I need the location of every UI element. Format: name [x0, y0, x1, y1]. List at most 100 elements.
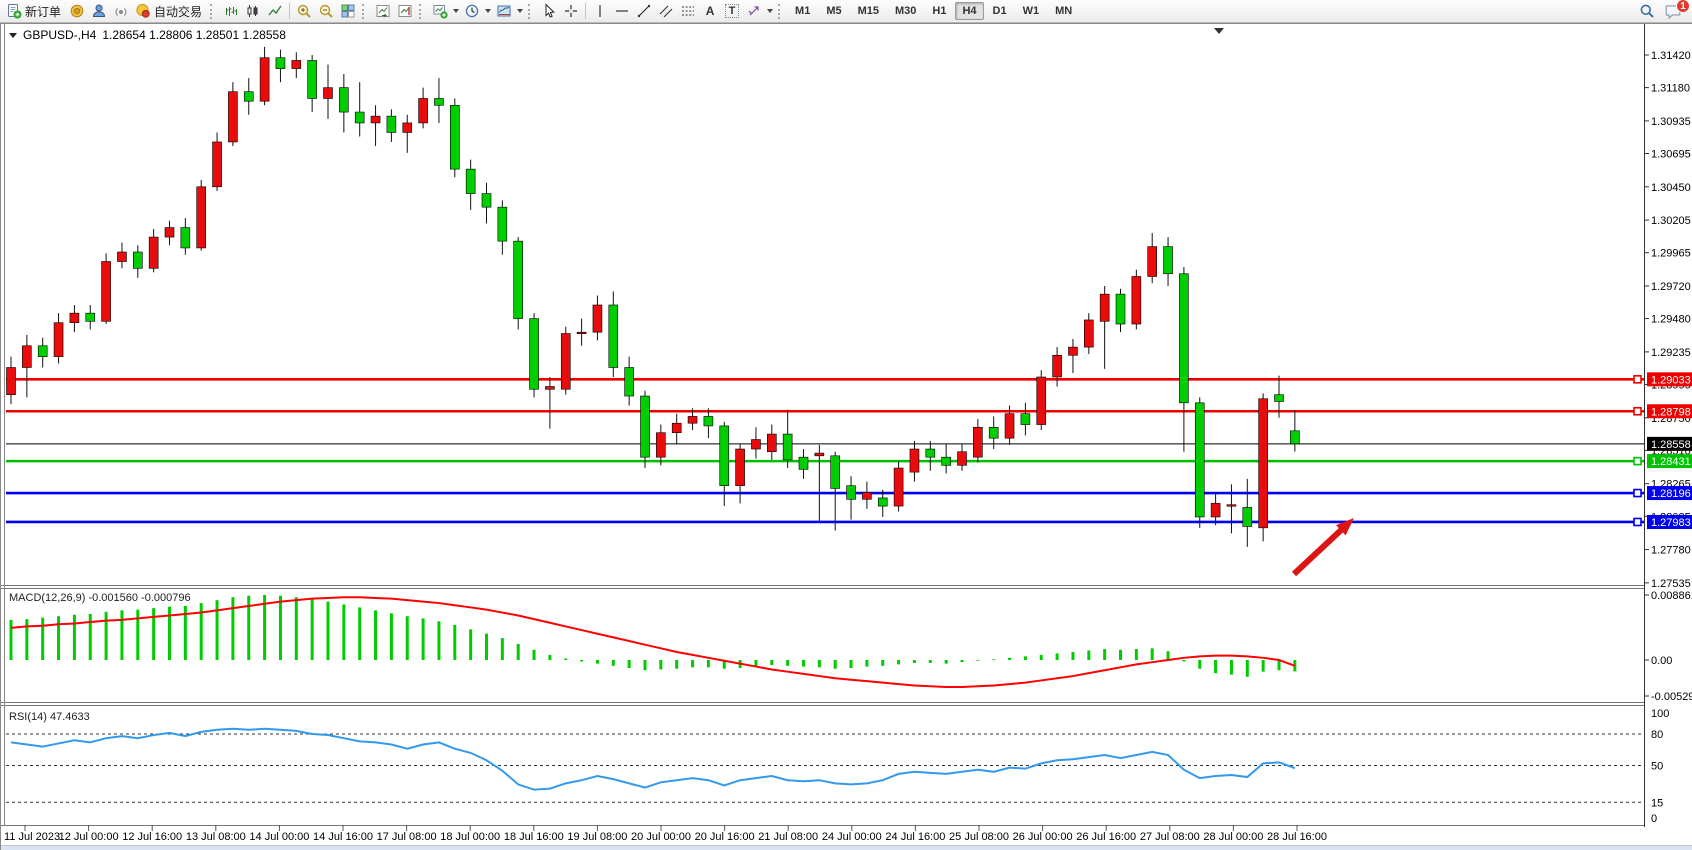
timeframe-m15-button[interactable]: M15 [857, 5, 879, 17]
level-price-label-bg [1647, 514, 1692, 529]
cursor-button[interactable] [538, 1, 560, 21]
price-chart-canvas[interactable]: 1.31420 1.31180 1.30935 1.30695 1.30450 1.302… [1, 24, 1692, 850]
text-tool-button[interactable]: A [699, 1, 721, 21]
timeframe-d1-button[interactable]: D1 [992, 5, 1007, 17]
timeframe-h1-button[interactable]: H1 [932, 5, 947, 17]
equidistant-channel-icon [659, 5, 673, 18]
candle-body [671, 422, 682, 434]
chart-profiles-button[interactable] [493, 1, 515, 21]
horizontal-line-button[interactable] [611, 1, 633, 21]
candle-body [37, 345, 48, 357]
candle-body [909, 448, 920, 473]
search-button[interactable] [1636, 1, 1658, 21]
new-chart-dropdown-arrow[interactable] [453, 9, 460, 13]
tile-windows-button[interactable] [337, 1, 359, 21]
notification-badge[interactable]: 1 [1676, 0, 1690, 13]
new-chart-button[interactable] [429, 1, 451, 21]
level-price-label-bg [1647, 436, 1692, 451]
text-tool-glyph: A [705, 4, 715, 18]
line-handle[interactable] [1633, 406, 1642, 416]
equidistant-channel-button[interactable] [655, 1, 677, 21]
toolbar-grip [528, 3, 535, 19]
candle-body [1210, 503, 1221, 518]
candle-body [703, 416, 714, 427]
vertical-line-button[interactable] [589, 1, 611, 21]
timeframe-m5-button[interactable]: M5 [826, 5, 842, 17]
period-clock-icon [465, 4, 479, 18]
timeframe-h4-button[interactable]: H4 [955, 2, 984, 20]
candle-body [1194, 402, 1205, 518]
candlestick-chart-button[interactable] [242, 1, 264, 21]
candle-body [1068, 346, 1078, 356]
candle-body [418, 98, 428, 124]
line-chart-button[interactable] [264, 1, 286, 21]
autotrading-button[interactable]: 自动交易 [132, 1, 207, 21]
timeframe-m1-button[interactable]: M1 [795, 5, 811, 17]
chart-end-button[interactable] [394, 1, 416, 21]
timeframe-m30-button[interactable]: M30 [895, 5, 917, 17]
toolbar-grip [210, 3, 217, 19]
arrow-annotation-head[interactable] [1336, 518, 1354, 536]
rsi-axis-label: 50 [1651, 761, 1663, 773]
toolbar-right-group: 1 [1636, 0, 1692, 21]
arrow-objects-dropdown-arrow[interactable] [767, 9, 774, 13]
candle-body [1179, 273, 1189, 404]
macd-signal-line [10, 596, 1296, 689]
candle-body [862, 492, 872, 500]
candle-body [1226, 504, 1237, 507]
line-handle[interactable] [1633, 517, 1642, 527]
time-label: 14 Jul 16:00 [313, 831, 373, 843]
crosshair-icon [565, 5, 578, 17]
zoom-in-button[interactable] [293, 1, 315, 21]
new-order-button[interactable]: 新订单 [3, 1, 66, 21]
candle-body [228, 91, 238, 143]
candle-body [782, 433, 793, 461]
time-label: 13 Jul 08:00 [186, 831, 246, 843]
bar-chart-button[interactable] [220, 1, 242, 21]
timeframe-w1-button[interactable]: W1 [1022, 5, 1040, 17]
timeframe-mn-button[interactable]: MN [1055, 5, 1073, 17]
line-handle[interactable] [1633, 488, 1642, 498]
line-handle[interactable] [1633, 456, 1642, 466]
trendline-icon [637, 4, 651, 18]
metaquotes-seal-button[interactable] [66, 1, 88, 21]
candle-body [1084, 319, 1094, 348]
fibonacci-button[interactable] [677, 1, 699, 21]
line-handle[interactable] [1633, 375, 1642, 384]
text-label-button[interactable]: T [721, 1, 743, 21]
time-label: 25 Jul 08:00 [949, 831, 1009, 843]
candle-body [69, 312, 80, 323]
candle-body [148, 236, 159, 269]
period-dropdown-arrow[interactable] [485, 9, 492, 13]
candle-body [1099, 293, 1110, 322]
line-chart-icon [268, 5, 282, 16]
chart-profiles-icon [497, 5, 511, 17]
autoscroll-marker-icon[interactable] [1214, 28, 1224, 34]
time-label: 11 Jul 2023 [4, 831, 60, 843]
symbol-dropdown-icon[interactable] [9, 32, 17, 38]
arrow-objects-button[interactable] [743, 1, 765, 21]
candle-body [576, 331, 587, 334]
period-clock-button[interactable] [461, 1, 483, 21]
price-tick-label: 1.31180 [1651, 83, 1690, 95]
level-price-label: 1.28798 [1651, 406, 1691, 418]
candle-body [465, 168, 476, 194]
time-label: 20 Jul 16:00 [695, 831, 755, 843]
profiles-dropdown-arrow[interactable] [517, 9, 524, 13]
chart-shift-button[interactable] [372, 1, 394, 21]
arrow-annotation[interactable] [1291, 523, 1348, 577]
crosshair-button[interactable] [560, 1, 582, 21]
profile-button[interactable] [88, 1, 110, 21]
time-label: 28 Jul 00:00 [1203, 831, 1263, 843]
macd-axis-label: 0.00 [1651, 655, 1672, 667]
time-label: 12 Jul 16:00 [122, 831, 182, 843]
rsi-label: RSI(14) 47.4633 [9, 711, 90, 723]
search-icon [1640, 4, 1654, 18]
signals-button[interactable] [110, 1, 132, 21]
trendline-button[interactable] [633, 1, 655, 21]
candle-body [6, 367, 16, 395]
zoom-out-button[interactable] [315, 1, 337, 21]
candle-body [259, 57, 270, 102]
chat-button[interactable]: 1 [1664, 0, 1690, 21]
macd-axis-label: -0.005294 [1651, 691, 1692, 703]
